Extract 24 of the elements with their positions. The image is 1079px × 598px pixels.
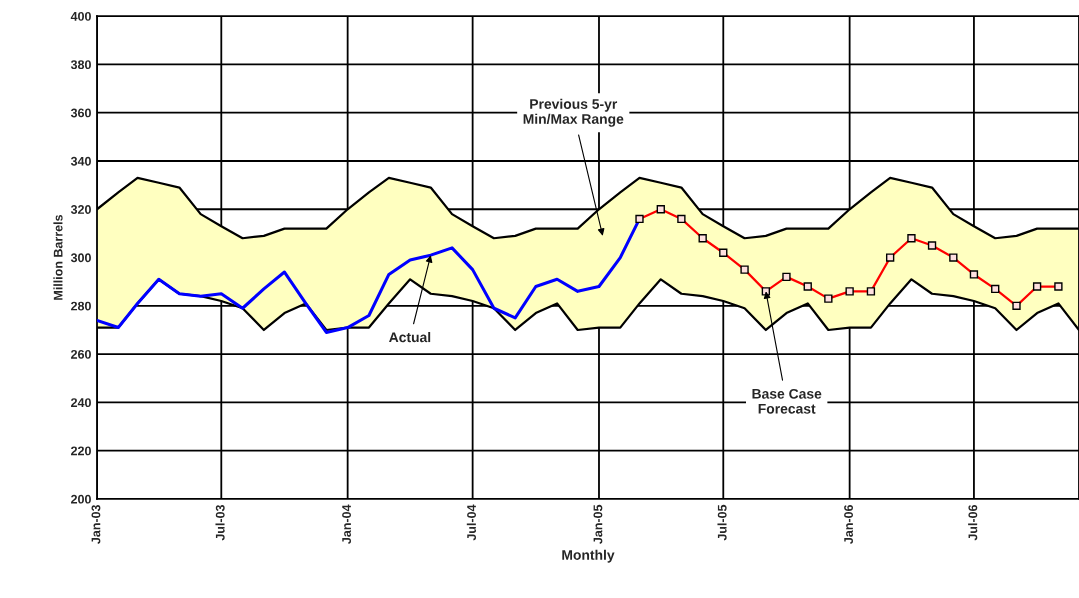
y-tick-label: 340 [70, 156, 91, 166]
x-tick-label: Jan-03 [91, 504, 101, 544]
y-axis-title: Million Barrels [53, 215, 63, 300]
y-tick-label: 380 [70, 60, 91, 70]
annotation: Base Case Forecast [752, 388, 822, 414]
y-tick-label: 220 [71, 446, 91, 456]
x-tick-label: Jul-06 [968, 504, 978, 541]
x-tick-label: Jan-04 [342, 504, 352, 544]
x-tick-label: Jan-06 [844, 504, 853, 544]
y-tick-label: 360 [70, 108, 91, 118]
x-axis-title: Monthly [562, 549, 615, 563]
annotation: Actual [389, 332, 431, 343]
y-tick-label: 240 [71, 398, 91, 408]
y-tick-label: 400 [70, 11, 91, 21]
y-tick-label: 200 [71, 494, 91, 504]
x-tick-label: Jul-05 [717, 504, 727, 541]
y-tick-label: 320 [70, 205, 91, 214]
annotation: Previous 5-yr Min/Max Range [523, 98, 624, 127]
x-tick-label: Jan-05 [593, 504, 603, 544]
x-tick-label: Jul-04 [466, 504, 476, 541]
y-tick-label: 280 [71, 301, 91, 311]
y-tick-label: 260 [71, 349, 91, 359]
x-tick-label: Jul-03 [215, 504, 225, 541]
y-tick-label: 300 [70, 253, 91, 263]
